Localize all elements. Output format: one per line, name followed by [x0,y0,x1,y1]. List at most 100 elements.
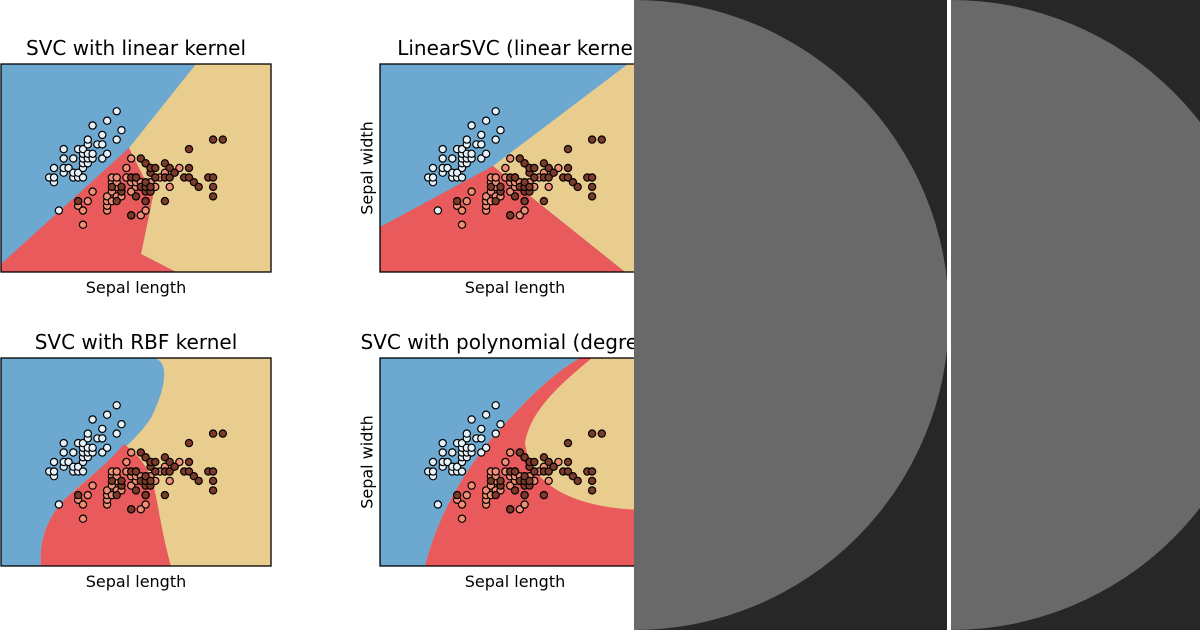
versicolor-point [78,514,88,523]
versicolor-point [122,457,131,467]
virginica-point [184,457,194,467]
setosa-point [78,173,88,182]
setosa-point [462,135,472,144]
setosa-point [457,173,467,182]
virginica-point [117,182,126,192]
versicolor-point [515,505,524,514]
chart-panel-3: SVC with RBF kernel Sepal length [0,330,272,591]
virginica-point [208,173,218,182]
virginica-point [587,182,597,192]
setosa-point [98,130,107,140]
versicolor-point [83,196,93,206]
setosa-point [88,443,97,453]
versicolor-point [165,182,174,192]
virginica-point [141,471,150,481]
setosa-points [45,107,126,215]
setosa-point [481,116,491,125]
virginica-point [520,177,529,187]
decorative-panel [634,0,1200,630]
versicolor-point [457,220,467,229]
virginica-point [496,476,505,486]
versicolor-point [467,481,476,490]
virginica-point [587,135,597,144]
setosa-point [98,424,107,434]
virginica-point [208,486,218,495]
plot-area [0,357,272,567]
setosa-point [477,434,486,443]
virginica-point [146,476,155,486]
virginica-point [505,211,515,220]
virginica-point [146,182,155,192]
virginica-point [218,135,227,144]
chart-title: SVC with polynomial (degree 3 [361,330,670,354]
setosa-points [424,401,505,509]
setosa-point [496,419,505,429]
setosa-region [380,358,580,566]
virginica-point [126,505,136,514]
virginica-point [452,490,462,500]
virginica-point [112,196,121,206]
virginica-point [151,467,160,476]
virginica-point [184,173,194,182]
setosa-point [467,415,476,424]
setosa-point [491,429,500,438]
virginica-point [73,490,83,500]
vertical-divider [947,0,951,630]
setosa-points [424,107,505,215]
virginica-point [208,476,218,486]
virginica-point [515,448,524,457]
setosa-point [467,121,476,130]
virginica-point [151,163,160,173]
virginica-point [496,182,505,192]
setosa-point [481,149,491,159]
chart-panel-4: SVC with polynomial (degree 3 Sepal lengt… [358,330,670,591]
virginica-point [194,182,203,192]
x-axis-label: Sepal length [86,278,187,297]
virginica-point [491,490,500,500]
virginica-point [184,467,194,476]
virginica-point [194,476,203,486]
versicolor-point [112,173,121,182]
virginica-point [131,486,141,495]
virginica-point [530,173,539,182]
virginica-point [165,467,174,476]
setosa-point [98,140,107,149]
virginica-point [544,467,553,476]
virginica-point [587,173,597,182]
versicolor-point [78,220,88,229]
virginica-point [563,173,573,182]
virginica-point [184,144,194,154]
setosa-point [428,467,438,476]
versicolor-point [126,154,136,163]
virginica-point [208,429,218,438]
versicolor-point [544,182,553,192]
plot-area [0,63,272,273]
virginica-point [141,490,150,500]
virginica-point [520,159,529,168]
versicolor-point [457,206,467,215]
virginica-points [73,429,227,514]
virginica-point [131,173,141,182]
versicolor-point [78,500,88,509]
virginica-point [525,476,534,486]
setosa-point [452,462,462,471]
virginica-region [129,64,271,272]
x-axis-label: Sepal length [86,572,187,591]
plot-area [379,357,651,567]
setosa-point [59,154,68,163]
chart-title: LinearSVC (linear kerne [397,36,633,60]
virginica-point [165,163,174,173]
virginica-point [520,490,529,500]
virginica-point [520,196,529,206]
virginica-point [520,453,529,462]
setosa-point [452,168,462,177]
virginica-point [573,182,582,192]
virginica-point [530,457,539,467]
setosa-point [438,144,447,154]
setosa-point [481,410,491,419]
setosa-point [117,125,126,135]
versicolor-point [457,500,467,509]
setosa-point [102,410,112,419]
setosa-point [491,401,500,410]
